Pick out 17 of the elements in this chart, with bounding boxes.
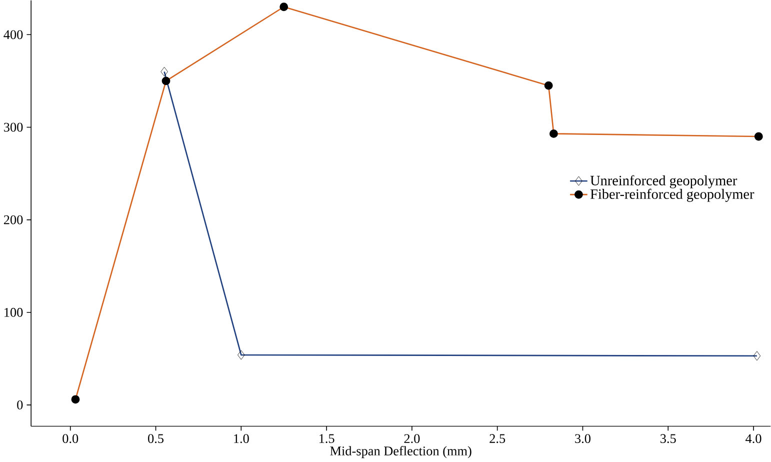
x-axis-title: Mid-span Deflection (mm) [330,446,472,458]
x-tick-label: 1.5 [319,434,334,444]
x-tick-label: 1.0 [234,434,249,444]
x-tick-label: 0.5 [148,434,164,444]
x-tick-label: 3.0 [575,434,590,444]
y-tick-label: 300 [4,123,23,132]
x-tick-label: 4.0 [746,434,762,444]
legend-label: Unreinforced geopolymer [590,175,738,189]
x-tick-label: 0.0 [62,434,78,444]
y-tick-label: 400 [4,30,23,40]
x-tick-label: 2.0 [404,434,420,444]
legend-label: Fiber-reinforced geopolymer [590,189,754,202]
y-tick-label: 200 [4,216,23,224]
y-tick-label: 0 [17,400,23,410]
y-tick-label: 100 [4,308,23,318]
x-tick-label: 2.5 [490,434,506,444]
x-tick-label: 3.5 [660,434,676,444]
